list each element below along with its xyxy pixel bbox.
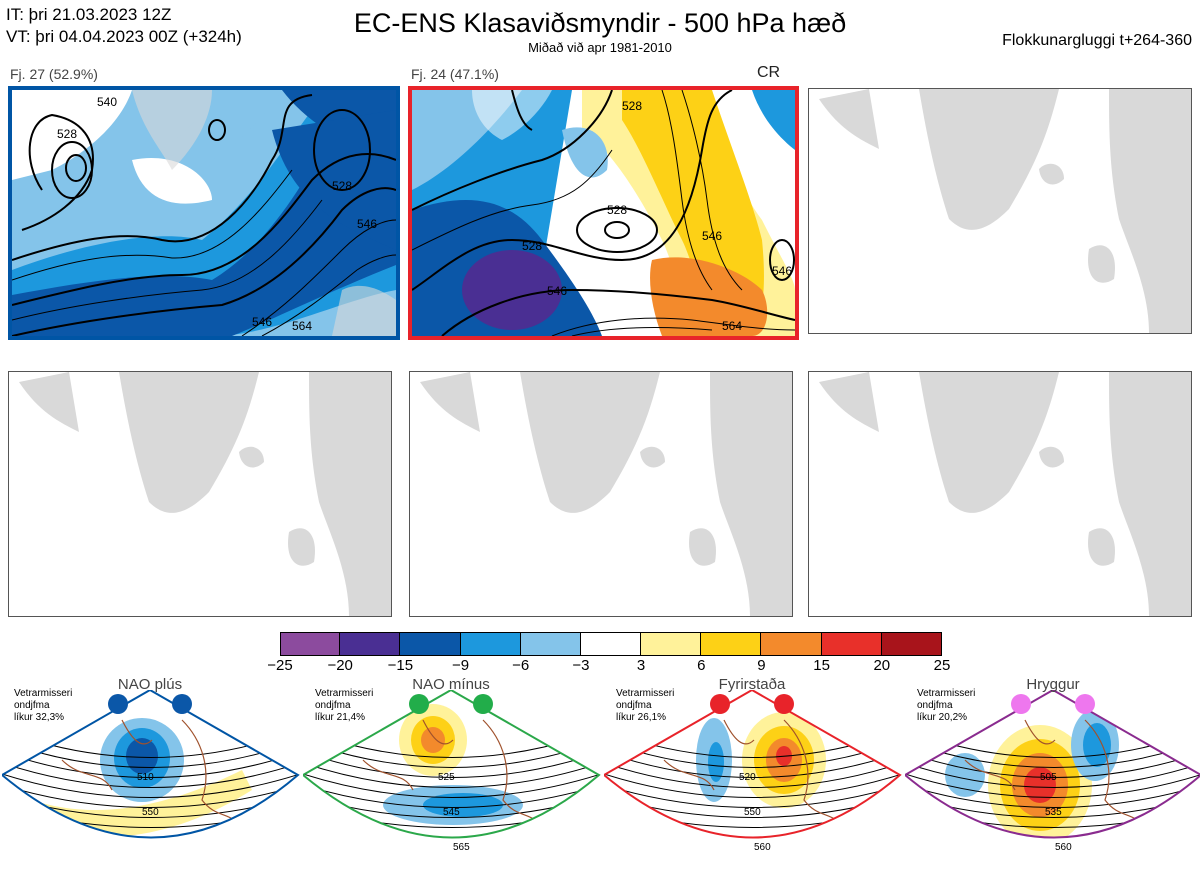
- regime-contour-label: 520: [739, 772, 756, 783]
- contour-label: 546: [357, 217, 377, 231]
- colorbar-tick-label: 3: [636, 657, 646, 674]
- contour-label: 528: [522, 239, 542, 253]
- empty-panel-5: [409, 371, 793, 617]
- colorbar-tick-label: −9: [451, 657, 470, 674]
- initial-time: IT: þri 21.03.2023 12Z: [6, 5, 172, 24]
- regime-map: 510 550: [2, 690, 300, 839]
- regime-dot: [172, 694, 192, 714]
- colorbar-cell: [580, 632, 642, 656]
- contour-label: 528: [622, 99, 642, 113]
- colorbar-tick-label: 15: [813, 657, 830, 674]
- empty-panel-3: [808, 88, 1192, 334]
- regime-dot: [108, 694, 128, 714]
- regime-contour-label: 550: [744, 807, 761, 818]
- colorbar-tick-label: 20: [873, 657, 891, 674]
- colorbar-tick-label: 25: [933, 657, 951, 674]
- regime-contour-label: 560: [1055, 842, 1072, 853]
- colorbar-cell: [280, 632, 341, 656]
- colorbar-tick-label: 9: [757, 657, 766, 674]
- regime-contour-label: 525: [438, 772, 455, 783]
- regime-dot: [409, 694, 429, 714]
- cluster-1-field: 528 528 546 546 564 540: [12, 90, 396, 336]
- regime-title: Hryggur: [1026, 676, 1080, 693]
- colorbar-cell: [701, 632, 762, 656]
- colorbar-tick-label: −3: [572, 657, 590, 674]
- cluster-2-regime: CR: [757, 64, 781, 81]
- colorbar-tick-label: −15: [387, 657, 414, 674]
- contour-label: 564: [292, 319, 312, 333]
- colorbar-tick-label: −6: [512, 657, 530, 674]
- regime-contour-label: 560: [754, 842, 771, 853]
- contour-label: 528: [607, 203, 627, 217]
- contour-label: 540: [97, 95, 117, 109]
- contour-label: 546: [547, 284, 567, 298]
- cluster-2-field: 528 528 528 546 546 564 546: [412, 90, 795, 336]
- regime-probability-note: Vetrarmisseri ondjfma líkur 21,4%: [315, 688, 374, 723]
- regime-probability-note: Vetrarmisseri ondjfma líkur 26,1%: [616, 688, 675, 723]
- colorbar-cell: [400, 632, 461, 656]
- colorbar-cell: [520, 632, 581, 656]
- regime-probability-note: Vetrarmisseri ondjfma líkur 32,3%: [14, 688, 73, 723]
- regime-contour-label: 550: [142, 807, 159, 818]
- colorbar-tick-label: −25: [267, 657, 293, 674]
- colorbar-cell: [460, 632, 521, 656]
- regime-probability-note: Vetrarmisseri ondjfma líkur 20,2%: [917, 688, 976, 723]
- cluster-2-map[interactable]: 528 528 528 546 546 564 546: [408, 86, 799, 340]
- colorbar-cell: [821, 632, 882, 656]
- classification-window: Flokkunargluggi t+264-360: [1002, 32, 1192, 49]
- regime-contour-label: 535: [1045, 807, 1062, 818]
- colorbar-tick-label: 6: [697, 657, 706, 674]
- regime-title: NAO plús: [117, 676, 183, 693]
- regime-dot: [1075, 694, 1095, 714]
- cluster-1-label: Fj. 27 (52.9%): [10, 66, 98, 82]
- regime-map: 525 545 565: [303, 690, 601, 853]
- regime-contour-label: 505: [1040, 772, 1057, 783]
- contour-label: 546: [772, 264, 792, 278]
- regime-dot: [473, 694, 493, 714]
- contour-label: 528: [332, 179, 352, 193]
- empty-panel-4: [8, 371, 392, 617]
- climatology-subtitle: Miðað við apr 1981-2010: [528, 40, 672, 55]
- regime-panel: 525 545 565: [303, 690, 601, 870]
- regime-dot: [1011, 694, 1031, 714]
- cluster-1-map[interactable]: 528 528 546 546 564 540: [8, 86, 400, 340]
- regime-contour-label: 565: [453, 842, 470, 853]
- colorbar-cell: [641, 632, 702, 656]
- regime-map: 520 550 560: [604, 690, 902, 853]
- contour-label: 564: [722, 319, 742, 333]
- regime-map: 505 535 560: [905, 690, 1200, 853]
- contour-label: 528: [57, 127, 77, 141]
- contour-label: 546: [702, 229, 722, 243]
- colorbar-frame: [280, 632, 942, 656]
- regime-panel: 505 535 560: [905, 690, 1200, 870]
- regime-title: NAO mínus: [412, 676, 490, 693]
- contour-label: 546: [252, 315, 272, 329]
- regime-dot: [774, 694, 794, 714]
- regime-contour-label: 545: [443, 807, 460, 818]
- colorbar-cell: [340, 632, 401, 656]
- page-title: EC-ENS Klasaviðsmyndir - 500 hPa hæð: [353, 8, 847, 38]
- regime-contour-label: 510: [137, 772, 154, 783]
- regime-panel: 520 550 560: [604, 690, 902, 870]
- valid-time: VT: þri 04.04.2023 00Z (+324h): [6, 27, 242, 46]
- run-info: IT: þri 21.03.2023 12Z VT: þri 04.04.202…: [6, 4, 242, 48]
- empty-panel-6: [808, 371, 1192, 617]
- colorbar-tick-label: −20: [327, 657, 353, 674]
- regime-panel: 510 550: [2, 690, 300, 870]
- regime-dot: [710, 694, 730, 714]
- colorbar-cell: [881, 632, 942, 656]
- regime-title: Fyrirstaða: [718, 676, 786, 693]
- colorbar-cell: [761, 632, 822, 656]
- cluster-2-label: Fj. 24 (47.1%): [411, 66, 499, 82]
